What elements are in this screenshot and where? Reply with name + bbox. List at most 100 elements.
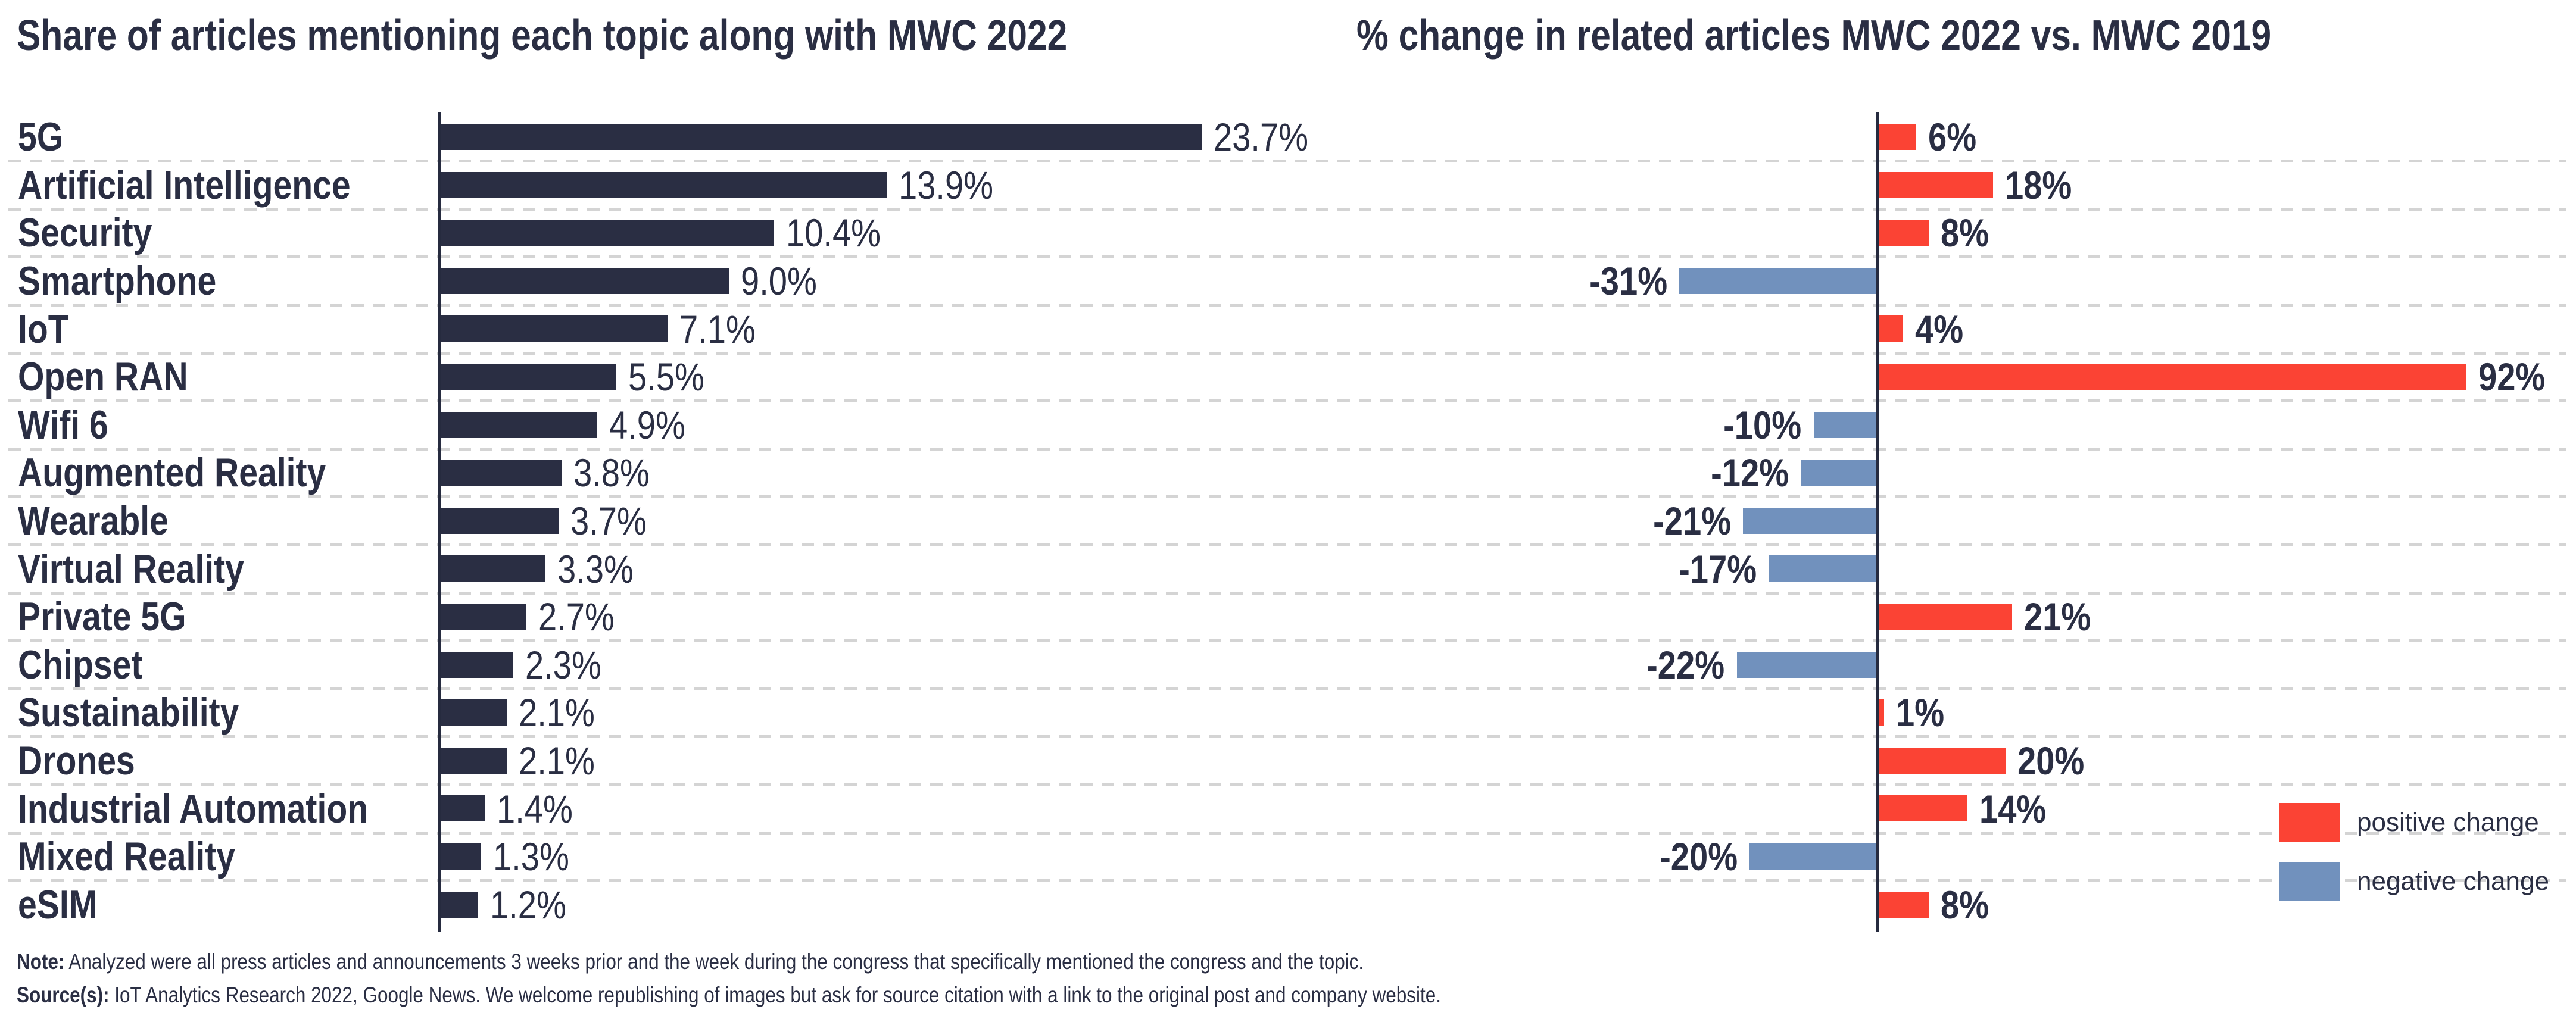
change-value-text: 8% <box>1941 211 1989 255</box>
category-label-virtual-reality: Virtual Reality <box>18 545 287 593</box>
share-value-text: 10.4% <box>785 211 881 255</box>
category-label-open-ran: Open RAN <box>18 353 220 401</box>
category-label-text: Chipset <box>18 642 143 687</box>
share-value-label: 3.7% <box>570 497 660 545</box>
share-value-text: 2.3% <box>525 642 602 687</box>
category-label-iot: IoT <box>18 305 79 353</box>
category-label-private-5g: Private 5G <box>18 593 218 641</box>
change-bar-positive <box>1878 891 1929 918</box>
change-bar-negative <box>1743 507 1878 534</box>
change-value-text: 92% <box>2478 355 2546 399</box>
change-value-label: 20% <box>2017 737 2096 785</box>
change-bar-positive <box>1878 315 1903 342</box>
right-chart-title-text: % change in related articles MWC 2022 vs… <box>1356 12 2272 60</box>
gridline <box>8 255 2566 259</box>
change-bar-positive <box>1878 124 1916 150</box>
share-value-text: 23.7% <box>1213 115 1308 160</box>
change-value-text: 20% <box>2017 739 2085 783</box>
source-text: IoT Analytics Research 2022, Google News… <box>109 983 1441 1007</box>
change-value-text: -31% <box>1589 259 1667 304</box>
change-value-label: -20% <box>1646 833 1738 881</box>
change-value-text: -12% <box>1711 451 1789 495</box>
gridline <box>8 207 2566 211</box>
change-value-text: -10% <box>1723 402 1802 447</box>
share-value-text: 7.1% <box>679 307 756 351</box>
change-bar-positive <box>1878 171 1993 198</box>
change-value-label: 14% <box>1979 785 2058 833</box>
category-label-text: Drones <box>18 738 135 784</box>
change-value-label: -22% <box>1633 641 1725 689</box>
share-value-text: 1.3% <box>493 835 570 879</box>
change-value-label: 1% <box>1896 689 1953 737</box>
category-label-artificial-intelligence: Artificial Intelligence <box>18 161 414 210</box>
share-value-label: 5.5% <box>628 353 718 401</box>
note-lead: Note: <box>17 949 65 974</box>
change-value-text: -21% <box>1653 499 1732 543</box>
change-value-text: -20% <box>1660 835 1738 879</box>
change-value-text: 21% <box>2023 595 2091 639</box>
change-value-label: -21% <box>1639 497 1731 545</box>
category-label-industrial-automation: Industrial Automation <box>18 785 435 833</box>
note-line: Note: Analyzed were all press articles a… <box>17 945 1692 979</box>
change-value-label: 8% <box>1941 881 1997 929</box>
category-label-drones: Drones <box>18 737 157 785</box>
change-value-text: 6% <box>1928 115 1976 160</box>
share-value-label: 23.7% <box>1214 113 1325 161</box>
share-value-label: 2.1% <box>519 737 608 785</box>
change-value-text: 4% <box>1915 307 1964 351</box>
share-bar <box>439 124 1202 150</box>
change-value-label: 4% <box>1915 305 1972 353</box>
share-bar <box>439 220 774 246</box>
share-bar <box>439 795 485 822</box>
share-value-text: 9.0% <box>741 259 817 304</box>
change-bar-negative <box>1813 411 1878 438</box>
category-label-text: Smartphone <box>18 258 217 304</box>
note-text: Analyzed were all press articles and ann… <box>64 949 1364 974</box>
share-bar <box>439 315 668 342</box>
gridline <box>8 879 2566 883</box>
share-value-label: 1.2% <box>490 881 579 929</box>
change-value-text: 18% <box>2004 162 2072 207</box>
footnotes: Note: Analyzed were all press articles a… <box>17 945 1692 1012</box>
share-value-text: 5.5% <box>628 355 704 399</box>
legend-label-negative: negative change <box>2357 867 2549 896</box>
gridline <box>8 399 2566 403</box>
category-label-chipset: Chipset <box>18 641 166 689</box>
category-label-5g: 5G <box>18 113 72 161</box>
share-value-label: 4.9% <box>609 401 698 449</box>
positive-change-swatch <box>2279 803 2340 842</box>
share-value-label: 7.1% <box>679 305 769 353</box>
gridline <box>8 735 2566 739</box>
change-bar-positive <box>1878 699 1884 726</box>
change-bar-negative <box>1679 267 1878 294</box>
change-bar-negative <box>1736 651 1878 678</box>
gridline <box>8 687 2566 690</box>
category-label-augmented-reality: Augmented Reality <box>18 449 385 497</box>
gridline <box>8 639 2566 643</box>
source-lead: Source(s): <box>17 983 110 1007</box>
category-label-text: Artificial Intelligence <box>18 162 351 208</box>
category-label-wearable: Wearable <box>18 497 197 545</box>
share-value-label: 13.9% <box>899 161 1010 210</box>
share-value-text: 3.8% <box>573 451 650 495</box>
gridline <box>8 160 2566 163</box>
share-bar <box>439 171 887 198</box>
share-bar <box>439 555 546 582</box>
change-bar-positive <box>1878 604 2012 630</box>
change-value-label: 92% <box>2478 353 2557 401</box>
gridline <box>8 783 2566 786</box>
change-value-label: -12% <box>1697 449 1789 497</box>
change-value-label: 8% <box>1941 209 1997 257</box>
share-bar <box>439 364 616 390</box>
share-bar <box>439 843 482 870</box>
share-value-label: 10.4% <box>786 209 897 257</box>
left-chart-title: Share of articles mentioning each topic … <box>17 5 1267 67</box>
share-value-text: 13.9% <box>898 162 993 207</box>
share-value-label: 3.8% <box>573 449 663 497</box>
share-value-label: 9.0% <box>741 257 830 305</box>
category-label-mixed-reality: Mixed Reality <box>18 833 277 881</box>
category-label-text: Sustainability <box>18 690 239 736</box>
share-bar <box>439 507 559 534</box>
share-value-text: 1.2% <box>489 882 566 927</box>
share-value-text: 3.3% <box>557 546 634 591</box>
